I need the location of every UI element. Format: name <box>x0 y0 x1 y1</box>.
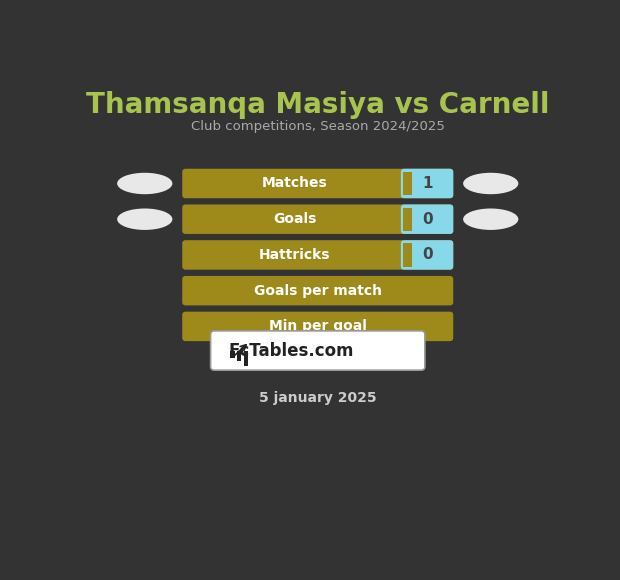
FancyBboxPatch shape <box>230 350 234 358</box>
FancyBboxPatch shape <box>182 240 453 270</box>
FancyBboxPatch shape <box>401 169 453 198</box>
Text: Min per goal: Min per goal <box>269 320 366 334</box>
FancyBboxPatch shape <box>182 205 453 234</box>
Text: FcTables.com: FcTables.com <box>229 342 354 360</box>
FancyBboxPatch shape <box>182 169 453 198</box>
Text: Hattricks: Hattricks <box>259 248 330 262</box>
Text: 0: 0 <box>422 212 432 227</box>
Text: Goals: Goals <box>273 212 317 226</box>
FancyBboxPatch shape <box>401 240 453 270</box>
Ellipse shape <box>117 208 172 230</box>
FancyBboxPatch shape <box>403 172 412 195</box>
Text: 0: 0 <box>422 248 432 262</box>
Text: Matches: Matches <box>262 176 328 190</box>
Ellipse shape <box>117 173 172 194</box>
FancyBboxPatch shape <box>211 331 425 370</box>
Text: Thamsanqa Masiya vs Carnell: Thamsanqa Masiya vs Carnell <box>86 91 549 119</box>
FancyBboxPatch shape <box>244 350 248 366</box>
FancyBboxPatch shape <box>403 208 412 231</box>
Text: Goals per match: Goals per match <box>254 284 382 298</box>
Text: Club competitions, Season 2024/2025: Club competitions, Season 2024/2025 <box>191 120 445 133</box>
FancyBboxPatch shape <box>182 276 453 306</box>
FancyBboxPatch shape <box>237 350 241 361</box>
FancyBboxPatch shape <box>401 205 453 234</box>
FancyBboxPatch shape <box>403 244 412 267</box>
Ellipse shape <box>463 208 518 230</box>
Text: 5 january 2025: 5 january 2025 <box>259 391 376 405</box>
FancyBboxPatch shape <box>182 311 453 341</box>
Ellipse shape <box>463 173 518 194</box>
Text: 1: 1 <box>422 176 432 191</box>
